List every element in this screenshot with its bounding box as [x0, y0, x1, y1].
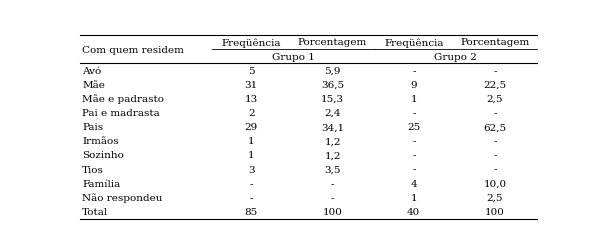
Text: Pais: Pais [82, 123, 104, 132]
Text: 2,5: 2,5 [487, 193, 503, 202]
Text: -: - [250, 193, 253, 202]
Text: -: - [493, 109, 497, 118]
Text: -: - [493, 151, 497, 160]
Text: -: - [331, 193, 334, 202]
Text: 100: 100 [323, 207, 343, 216]
Text: 2: 2 [248, 109, 255, 118]
Text: Avó: Avó [82, 66, 102, 76]
Text: Não respondeu: Não respondeu [82, 193, 163, 202]
Text: 1: 1 [248, 151, 255, 160]
Text: Total: Total [82, 207, 108, 216]
Text: 15,3: 15,3 [321, 94, 344, 104]
Text: -: - [412, 109, 415, 118]
Text: -: - [331, 179, 334, 188]
Text: Freqüência: Freqüência [222, 38, 281, 48]
Text: 2,4: 2,4 [324, 109, 341, 118]
Text: 1: 1 [411, 193, 417, 202]
Text: -: - [250, 179, 253, 188]
Text: Sozinho: Sozinho [82, 151, 124, 160]
Text: 40: 40 [407, 207, 420, 216]
Text: -: - [412, 165, 415, 174]
Text: 5: 5 [248, 66, 255, 76]
Text: 2,5: 2,5 [487, 94, 503, 104]
Text: 36,5: 36,5 [321, 80, 344, 90]
Text: Grupo 1: Grupo 1 [272, 52, 315, 61]
Text: 100: 100 [485, 207, 505, 216]
Text: 10,0: 10,0 [483, 179, 507, 188]
Text: -: - [493, 137, 497, 146]
Text: 25: 25 [407, 123, 420, 132]
Text: Grupo 2: Grupo 2 [435, 52, 477, 61]
Text: Mãe: Mãe [82, 80, 105, 90]
Text: -: - [412, 151, 415, 160]
Text: 34,1: 34,1 [321, 123, 344, 132]
Text: 62,5: 62,5 [483, 123, 507, 132]
Text: -: - [493, 66, 497, 76]
Text: 13: 13 [245, 94, 258, 104]
Text: Porcentagem: Porcentagem [461, 38, 530, 47]
Text: Freqüência: Freqüência [384, 38, 444, 48]
Text: 4: 4 [411, 179, 417, 188]
Text: 31: 31 [245, 80, 258, 90]
Text: Família: Família [82, 179, 120, 188]
Text: Pai e madrasta: Pai e madrasta [82, 109, 160, 118]
Text: -: - [412, 137, 415, 146]
Text: 85: 85 [245, 207, 258, 216]
Text: Tios: Tios [82, 165, 104, 174]
Text: 1: 1 [411, 94, 417, 104]
Text: 1: 1 [248, 137, 255, 146]
Text: 3,5: 3,5 [324, 165, 341, 174]
Text: 22,5: 22,5 [483, 80, 507, 90]
Text: 1,2: 1,2 [324, 151, 341, 160]
Text: Mãe e padrasto: Mãe e padrasto [82, 94, 164, 104]
Text: -: - [412, 66, 415, 76]
Text: 3: 3 [248, 165, 255, 174]
Text: -: - [493, 165, 497, 174]
Text: 29: 29 [245, 123, 258, 132]
Text: 1,2: 1,2 [324, 137, 341, 146]
Text: 9: 9 [411, 80, 417, 90]
Text: Irmãos: Irmãos [82, 137, 119, 146]
Text: Porcentagem: Porcentagem [298, 38, 367, 47]
Text: 5,9: 5,9 [324, 66, 341, 76]
Text: Com quem residem: Com quem residem [82, 45, 184, 54]
